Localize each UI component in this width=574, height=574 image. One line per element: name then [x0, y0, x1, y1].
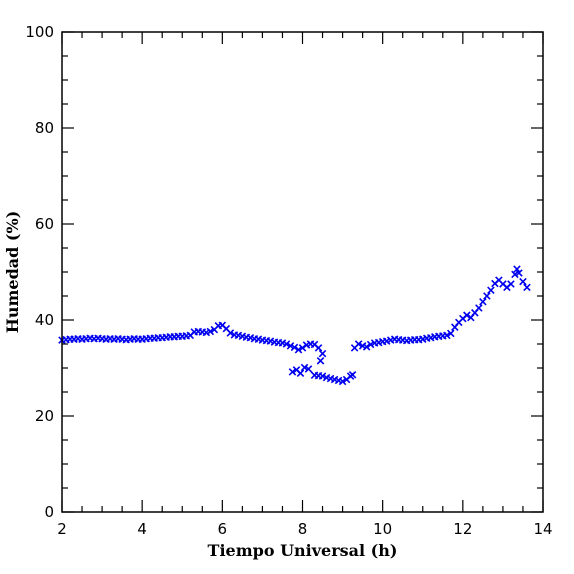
data-points — [58, 265, 531, 386]
data-point — [513, 265, 521, 273]
data-point — [288, 368, 297, 376]
data-point — [226, 329, 235, 337]
y-tick-label: 40 — [35, 311, 54, 329]
data-point — [316, 357, 325, 365]
x-tick-label: 10 — [373, 520, 392, 538]
data-point — [487, 286, 495, 295]
plot-frame — [61, 31, 544, 513]
y-tick-label: 100 — [25, 23, 54, 41]
data-point — [354, 340, 363, 348]
x-tick-label: 6 — [218, 520, 228, 538]
data-point — [463, 311, 471, 319]
data-point — [475, 304, 483, 312]
y-tick-label: 80 — [35, 119, 54, 137]
data-point — [286, 342, 295, 350]
y-tick-label: 0 — [44, 503, 54, 521]
data-point — [507, 280, 515, 288]
data-point — [338, 377, 347, 386]
tick-labels: 2 4 6 8 10 12 14 0 20 40 60 80 100 — [25, 23, 552, 538]
data-point — [304, 365, 313, 373]
data-point — [318, 372, 327, 380]
data-point — [296, 369, 305, 378]
x-tick-label: 2 — [57, 520, 67, 538]
y-tick-label: 60 — [35, 215, 54, 233]
y-tick-label: 20 — [35, 407, 54, 425]
x-tick-label: 8 — [298, 520, 308, 538]
y-axis-label: Humedad (%) — [3, 211, 22, 334]
data-point — [366, 340, 375, 349]
data-point — [282, 340, 291, 348]
data-point — [348, 370, 357, 379]
data-point — [362, 343, 371, 351]
data-point — [511, 270, 519, 279]
data-point — [515, 269, 523, 277]
data-point — [523, 283, 531, 292]
data-point — [294, 345, 303, 354]
data-point — [314, 344, 323, 352]
data-point — [519, 277, 527, 286]
data-point — [206, 327, 215, 336]
x-tick-label: 4 — [137, 520, 147, 538]
x-axis-label: Tiempo Universal (h) — [208, 541, 398, 560]
x-tick-label: 12 — [453, 520, 472, 538]
data-point — [479, 297, 487, 306]
data-point — [300, 363, 309, 372]
x-tick-label: 14 — [533, 520, 552, 538]
data-point — [443, 331, 451, 340]
data-point — [318, 349, 327, 358]
data-point — [483, 292, 491, 300]
data-point — [290, 343, 299, 352]
data-point — [447, 329, 455, 338]
